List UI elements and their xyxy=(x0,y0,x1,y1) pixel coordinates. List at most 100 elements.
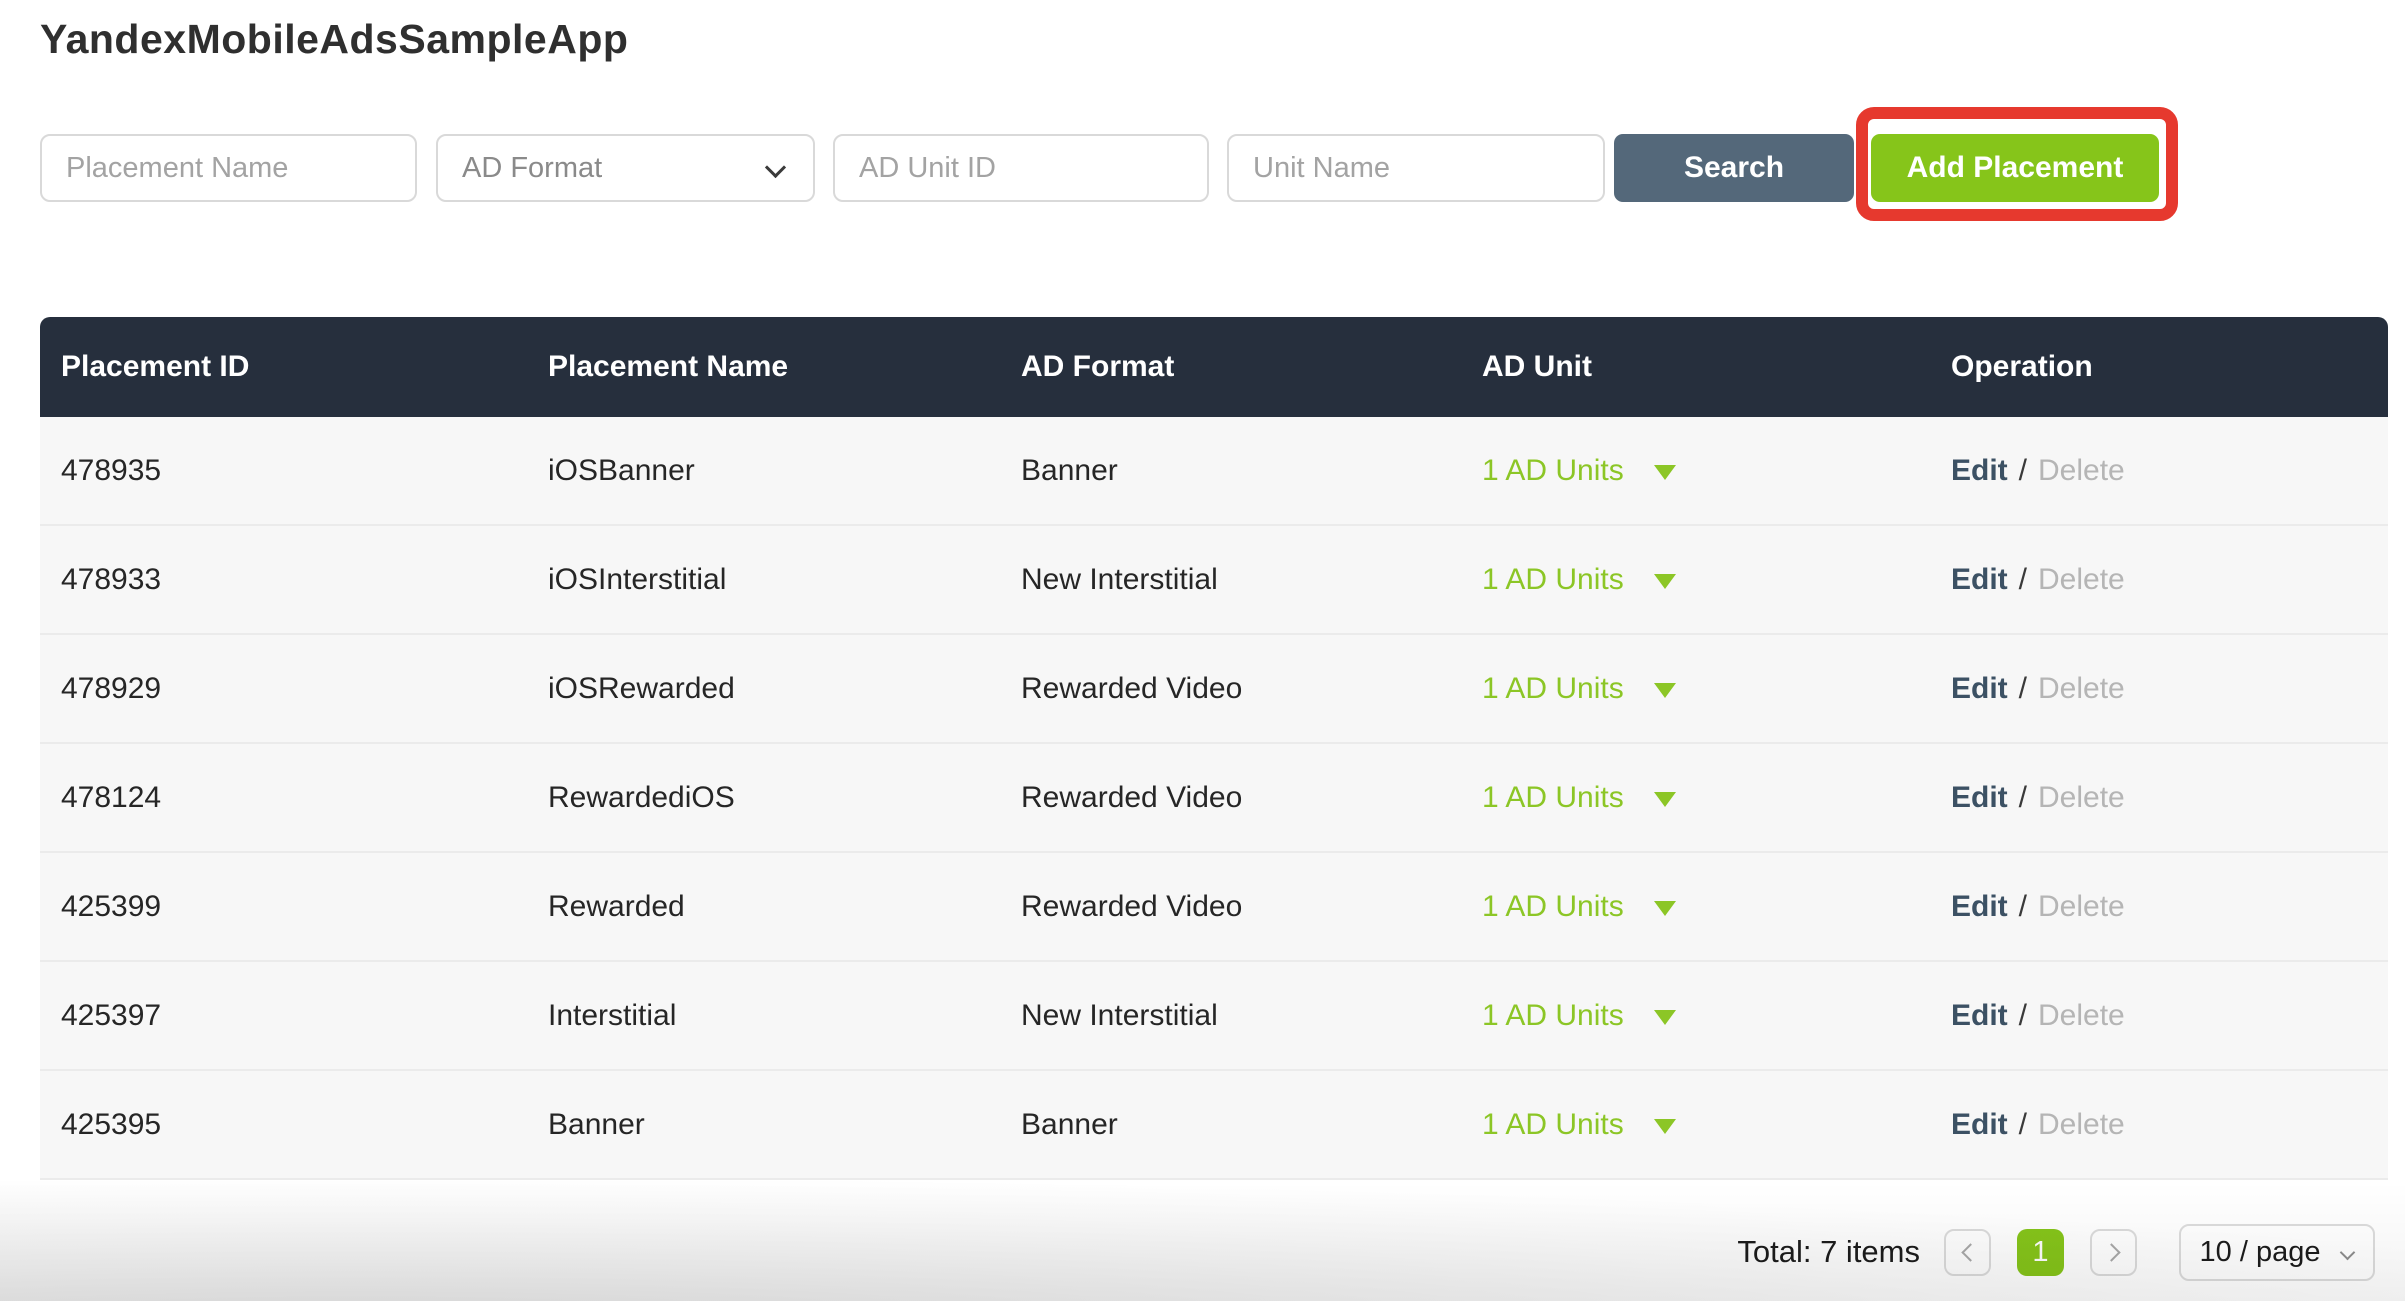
caret-down-icon xyxy=(1653,465,1676,480)
table-row: 425397 Interstitial New Interstitial 1 A… xyxy=(40,962,2388,1071)
search-button[interactable]: Search xyxy=(1614,134,1854,202)
caret-down-icon xyxy=(1653,1119,1676,1134)
chevron-right-icon xyxy=(2101,1242,2121,1262)
cell-ad-unit: 1 AD Units xyxy=(1461,999,1930,1033)
cell-ad-unit: 1 AD Units xyxy=(1461,781,1930,815)
cell-placement-id: 478935 xyxy=(61,453,162,487)
table-row: 425399 Rewarded Rewarded Video 1 AD Unit… xyxy=(40,853,2388,962)
cell-operation: Edit / Delete xyxy=(1930,999,2388,1033)
delete-link[interactable]: Delete xyxy=(2038,780,2125,814)
ad-units-dropdown-toggle[interactable]: 1 AD Units xyxy=(1482,1108,1676,1142)
caret-down-icon xyxy=(1653,574,1676,589)
cell-placement-name: Interstitial xyxy=(548,998,677,1032)
ad-units-dropdown-toggle[interactable]: 1 AD Units xyxy=(1482,781,1676,815)
ad-units-count-label: 1 AD Units xyxy=(1482,453,1624,487)
header-placement-id: Placement ID xyxy=(61,350,250,383)
operation-separator: / xyxy=(2018,889,2028,923)
table-row: 478124 RewardediOS Rewarded Video 1 AD U… xyxy=(40,744,2388,853)
cell-ad-format: New Interstitial xyxy=(1021,998,1218,1032)
table-row: 478935 iOSBanner Banner 1 AD Units Edit … xyxy=(40,417,2388,526)
cell-placement-name: iOSInterstitial xyxy=(548,562,727,596)
chevron-left-icon xyxy=(1960,1242,1980,1262)
page-size-select[interactable]: 10 / page xyxy=(2179,1223,2375,1281)
ad-units-count-label: 1 AD Units xyxy=(1482,998,1624,1032)
cell-placement-name: RewardediOS xyxy=(548,780,735,814)
total-items-label: Total: 7 items xyxy=(1737,1234,1920,1269)
header-ad-unit: AD Unit xyxy=(1482,350,1592,383)
table-row: 478929 iOSRewarded Rewarded Video 1 AD U… xyxy=(40,635,2388,744)
ad-units-count-label: 1 AD Units xyxy=(1482,671,1624,705)
caret-down-icon xyxy=(1653,683,1676,698)
cell-placement-name: Banner xyxy=(548,1107,645,1141)
ad-units-count-label: 1 AD Units xyxy=(1482,1107,1624,1141)
cell-placement-id: 478933 xyxy=(61,562,162,596)
delete-link[interactable]: Delete xyxy=(2038,998,2125,1032)
chevron-down-icon xyxy=(2339,1244,2356,1260)
page-number-button[interactable]: 1 xyxy=(2017,1228,2064,1276)
unit-name-input[interactable] xyxy=(1227,134,1605,202)
ad-units-dropdown-toggle[interactable]: 1 AD Units xyxy=(1482,890,1676,924)
cell-operation: Edit / Delete xyxy=(1930,1108,2388,1142)
ad-units-dropdown-toggle[interactable]: 1 AD Units xyxy=(1482,672,1676,706)
edit-link[interactable]: Edit xyxy=(1951,889,2008,923)
operation-separator: / xyxy=(2018,671,2028,705)
cell-operation: Edit / Delete xyxy=(1930,890,2388,924)
cell-ad-unit: 1 AD Units xyxy=(1461,890,1930,924)
cell-ad-format: Rewarded Video xyxy=(1021,780,1243,814)
cell-ad-unit: 1 AD Units xyxy=(1461,563,1930,597)
ad-units-count-label: 1 AD Units xyxy=(1482,780,1624,814)
page-title: YandexMobileAdsSampleApp xyxy=(40,16,629,62)
cell-ad-format: Rewarded Video xyxy=(1021,889,1243,923)
edit-link[interactable]: Edit xyxy=(1951,562,2008,596)
header-operation: Operation xyxy=(1951,350,2093,383)
cell-placement-id: 425395 xyxy=(61,1107,162,1141)
ad-units-dropdown-toggle[interactable]: 1 AD Units xyxy=(1482,454,1676,488)
edit-link[interactable]: Edit xyxy=(1951,671,2008,705)
ad-units-count-label: 1 AD Units xyxy=(1482,889,1624,923)
table-row: 478933 iOSInterstitial New Interstitial … xyxy=(40,526,2388,635)
cell-operation: Edit / Delete xyxy=(1930,781,2388,815)
delete-link[interactable]: Delete xyxy=(2038,671,2125,705)
table-row: 425395 Banner Banner 1 AD Units Edit / D… xyxy=(40,1071,2388,1180)
ad-units-dropdown-toggle[interactable]: 1 AD Units xyxy=(1482,999,1676,1033)
caret-down-icon xyxy=(1653,792,1676,807)
placement-name-input[interactable] xyxy=(40,134,417,202)
chevron-down-icon xyxy=(764,156,787,179)
cell-ad-unit: 1 AD Units xyxy=(1461,672,1930,706)
cell-ad-format: Banner xyxy=(1021,453,1118,487)
edit-link[interactable]: Edit xyxy=(1951,453,2008,487)
ad-units-dropdown-toggle[interactable]: 1 AD Units xyxy=(1482,563,1676,597)
cell-placement-id: 478929 xyxy=(61,671,162,705)
prev-page-button[interactable] xyxy=(1944,1228,1991,1276)
cell-ad-format: Rewarded Video xyxy=(1021,671,1243,705)
cell-placement-name: Rewarded xyxy=(548,889,685,923)
operation-separator: / xyxy=(2018,453,2028,487)
delete-link[interactable]: Delete xyxy=(2038,1107,2125,1141)
delete-link[interactable]: Delete xyxy=(2038,889,2125,923)
placements-table: Placement ID Placement Name AD Format AD… xyxy=(40,317,2388,1180)
cell-ad-format: Banner xyxy=(1021,1107,1118,1141)
operation-separator: / xyxy=(2018,998,2028,1032)
cell-placement-id: 425397 xyxy=(61,998,162,1032)
cell-placement-id: 425399 xyxy=(61,889,162,923)
ad-unit-id-input[interactable] xyxy=(833,134,1209,202)
pagination-bar: Total: 7 items 1 10 / page xyxy=(1737,1222,2375,1282)
ad-format-select[interactable]: AD Format xyxy=(436,134,815,202)
cell-ad-unit: 1 AD Units xyxy=(1461,1108,1930,1142)
header-ad-format: AD Format xyxy=(1021,350,1175,383)
delete-link[interactable]: Delete xyxy=(2038,453,2125,487)
caret-down-icon xyxy=(1653,1010,1676,1025)
edit-link[interactable]: Edit xyxy=(1951,998,2008,1032)
operation-separator: / xyxy=(2018,562,2028,596)
cell-placement-id: 478124 xyxy=(61,780,162,814)
header-placement-name: Placement Name xyxy=(548,350,789,383)
edit-link[interactable]: Edit xyxy=(1951,1107,2008,1141)
next-page-button[interactable] xyxy=(2090,1228,2137,1276)
delete-link[interactable]: Delete xyxy=(2038,562,2125,596)
table-header-row: Placement ID Placement Name AD Format AD… xyxy=(40,317,2388,417)
table-body: 478935 iOSBanner Banner 1 AD Units Edit … xyxy=(40,417,2388,1180)
caret-down-icon xyxy=(1653,901,1676,916)
cell-ad-unit: 1 AD Units xyxy=(1461,454,1930,488)
add-placement-button[interactable]: Add Placement xyxy=(1871,134,2159,202)
edit-link[interactable]: Edit xyxy=(1951,780,2008,814)
